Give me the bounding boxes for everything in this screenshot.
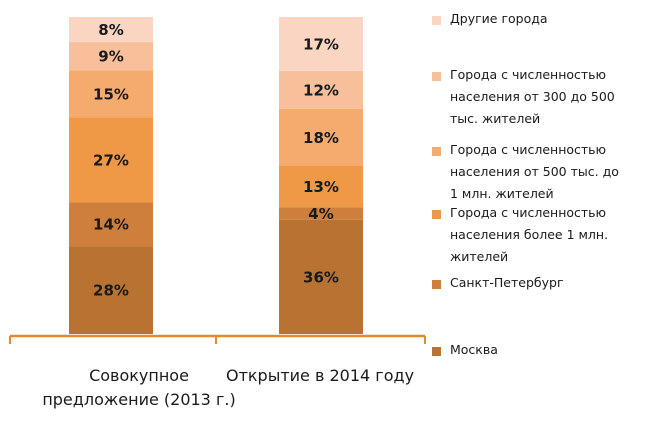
legend-label-line: Санкт-Петербург — [450, 275, 564, 290]
data-label: 13% — [303, 178, 339, 196]
bar-segment — [69, 70, 153, 118]
legend-label: Москва — [450, 339, 498, 361]
bar-segment — [69, 246, 153, 334]
bar-segment — [69, 17, 153, 43]
legend-label-line: Города с численностью — [450, 142, 607, 157]
data-label: 18% — [303, 129, 339, 147]
legend-label: Города с численностью населения от 500 ты… — [450, 139, 619, 205]
legend-label-line: Другие города — [450, 11, 548, 26]
data-label: 36% — [303, 268, 339, 286]
bar-segment — [69, 202, 153, 247]
data-label: 12% — [303, 81, 339, 99]
bar-segment — [69, 42, 153, 71]
legend-label-line: населения от 500 тыс. до — [450, 164, 619, 179]
legend-label-line: жителей — [450, 249, 509, 264]
legend-label-line: Города с численностью — [450, 205, 607, 220]
bar-segment — [279, 165, 363, 208]
bar-segment — [279, 17, 363, 71]
legend-label-line: 1 млн. жителей — [450, 186, 554, 201]
legend-swatch — [432, 347, 441, 356]
bar-segment — [279, 70, 363, 109]
bar-segment — [279, 108, 363, 166]
legend-label: Города с численностью населения от 300 до… — [450, 64, 615, 130]
legend-label-line: тыс. жителей — [450, 111, 541, 126]
x-tick-label: Совокупное — [89, 366, 189, 385]
data-label: 8% — [98, 21, 123, 39]
legend-label-line: населения более 1 млн. — [450, 227, 609, 242]
data-label: 4% — [308, 205, 333, 223]
data-label: 27% — [93, 151, 129, 169]
legend-label: Санкт-Петербург — [450, 272, 564, 294]
x-tick-label: Открытие в 2014 году — [226, 366, 414, 385]
legend-swatch — [432, 16, 441, 25]
x-tick-label: предложение (2013 г.) — [42, 390, 235, 409]
legend-swatch — [432, 210, 441, 219]
legend-swatch — [432, 280, 441, 289]
data-label: 17% — [303, 35, 339, 53]
bar-segment — [279, 219, 363, 334]
legend-label-line: населения от 300 до 500 — [450, 89, 615, 104]
legend-swatch — [432, 147, 441, 156]
legend-label: Города с численностью населения более 1 м… — [450, 202, 608, 268]
legend-swatch — [432, 72, 441, 81]
legend-label-line: Москва — [450, 342, 498, 357]
legend-label: Другие города — [450, 8, 548, 30]
bar-segment — [69, 117, 153, 203]
data-label: 14% — [93, 216, 129, 234]
data-label: 28% — [93, 282, 129, 300]
bar-segment — [279, 207, 363, 220]
legend-label-line: Города с численностью — [450, 67, 607, 82]
data-label: 15% — [93, 85, 129, 103]
data-label: 9% — [98, 48, 123, 66]
